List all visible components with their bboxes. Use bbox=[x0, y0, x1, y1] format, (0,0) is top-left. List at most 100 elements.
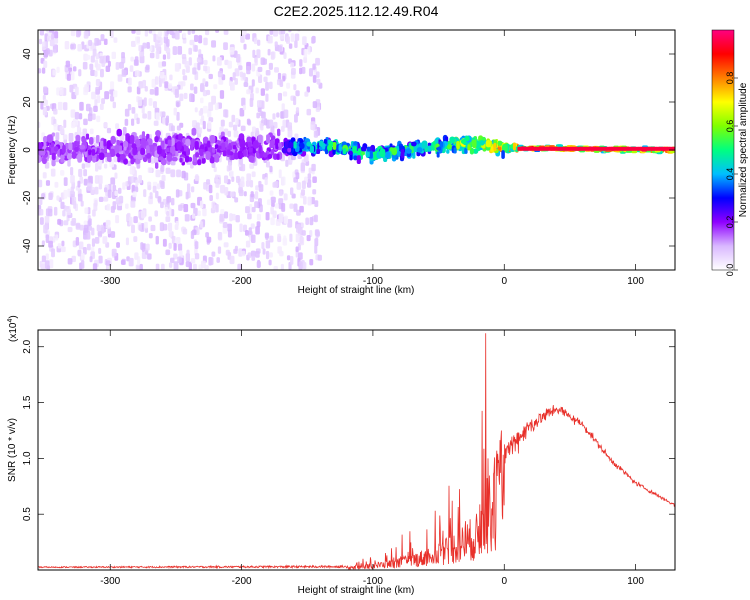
spectrogram-cell bbox=[416, 147, 423, 153]
spectrogram-cell bbox=[305, 217, 309, 225]
spectrogram-cell bbox=[212, 55, 216, 62]
spectrogram-cell bbox=[162, 116, 167, 125]
spectrogram-cell bbox=[70, 30, 76, 37]
spectrogram-cell bbox=[220, 209, 225, 215]
spectrogram-cell bbox=[73, 200, 77, 209]
spectrogram-cell bbox=[145, 64, 150, 71]
spectrogram-cell bbox=[165, 216, 171, 223]
spectrogram-cell bbox=[197, 62, 201, 71]
spectrogram-cell bbox=[92, 209, 96, 217]
spectrogram-cell bbox=[84, 84, 89, 93]
spectrogram-cell bbox=[247, 252, 252, 258]
spectrogram-cell bbox=[91, 238, 96, 247]
spectrogram-cell bbox=[227, 149, 231, 156]
spectrogram-cell bbox=[119, 135, 125, 141]
spectrogram-cell bbox=[307, 173, 312, 180]
spectrogram-cell bbox=[175, 149, 179, 157]
spectrogram-cell bbox=[223, 242, 229, 248]
spectrogram-cell bbox=[143, 189, 147, 198]
spectrogram-cell bbox=[154, 107, 160, 114]
spectrogram-cell bbox=[182, 32, 187, 39]
spectrogram-cell bbox=[101, 98, 105, 105]
spectrogram-cell bbox=[107, 189, 112, 198]
snr-x-tick-label: -100 bbox=[363, 576, 383, 587]
spectrogram-cell bbox=[103, 196, 109, 202]
spectrogram-cell bbox=[91, 113, 96, 120]
spectrogram-cell bbox=[257, 66, 263, 73]
spectrogram-cell bbox=[314, 238, 319, 247]
spectrogram-cell bbox=[238, 65, 243, 71]
spectrogram-cell bbox=[593, 146, 597, 151]
spectrogram-cell bbox=[272, 113, 276, 120]
spectrogram-cell bbox=[266, 134, 270, 144]
spectrogram-cell bbox=[147, 110, 152, 120]
spectrogram-cell bbox=[114, 190, 119, 197]
spectrogram-cell bbox=[192, 67, 197, 75]
spectrogram-cell bbox=[79, 101, 84, 111]
spectrogram-cell bbox=[199, 144, 205, 150]
spectrogram-cell bbox=[421, 140, 428, 149]
spectrogram-cell bbox=[39, 217, 44, 225]
spectrogram-cell bbox=[72, 66, 77, 72]
spectrogram-cell bbox=[38, 142, 43, 151]
spectrogram-cell bbox=[562, 146, 566, 151]
spectrogram-cell bbox=[254, 57, 258, 66]
spectrogram-cell bbox=[274, 181, 279, 188]
spectrogram-cell bbox=[247, 141, 251, 148]
spectrogram-cell bbox=[269, 119, 274, 128]
spectrogram-cell bbox=[290, 62, 295, 68]
colorbar-ticks: 0.0 0.2 0.4 0.6 0.8 bbox=[725, 72, 738, 276]
spectrogram-cell bbox=[270, 217, 275, 226]
spectrogram-cell bbox=[235, 215, 240, 223]
spectrogram-cell bbox=[76, 127, 82, 136]
spectrogram-cell bbox=[239, 223, 243, 233]
spectrogram-cell bbox=[170, 197, 175, 206]
spectrogram-cell bbox=[130, 56, 134, 62]
spectrogram-cell bbox=[211, 162, 216, 168]
spectrogram-cell bbox=[232, 72, 236, 81]
spectrogram-cell bbox=[365, 149, 371, 158]
spectrogram-cell bbox=[113, 156, 118, 163]
spectrogram-cell bbox=[144, 30, 149, 37]
figure-title: C2E2.2025.112.12.49.R04 bbox=[274, 3, 439, 19]
spectrogram-cell bbox=[200, 82, 205, 92]
spectrogram-cell bbox=[43, 224, 48, 234]
spectrogram-cell bbox=[89, 63, 94, 70]
spectrogram-cell bbox=[260, 57, 265, 65]
spectrogram-cell bbox=[223, 30, 229, 35]
spectrogram-cell bbox=[106, 203, 111, 211]
spectrogram-cell bbox=[103, 38, 108, 46]
spectrogram-cell bbox=[132, 147, 137, 156]
spectrogram-cell bbox=[190, 230, 195, 240]
spectrogram-cell bbox=[274, 67, 279, 73]
spectrogram-cell bbox=[68, 132, 74, 142]
spectrogram-cell bbox=[55, 234, 59, 241]
spectrogram-cell bbox=[142, 79, 147, 89]
spectrogram-cell bbox=[614, 146, 618, 151]
spectrogram-cell bbox=[135, 157, 141, 165]
spectrogram-cell bbox=[606, 146, 610, 151]
spectrogram-cell bbox=[45, 234, 50, 243]
spectrogram-cell bbox=[213, 166, 217, 173]
spectrogram-cell bbox=[604, 146, 608, 151]
spectrogram-cell bbox=[405, 148, 412, 154]
spectrogram-cell bbox=[83, 178, 88, 186]
spectrogram-cell bbox=[213, 84, 218, 90]
spectrogram-cell bbox=[309, 216, 314, 226]
spectrogram-cell bbox=[124, 118, 129, 126]
spectrogram-cell bbox=[89, 137, 94, 145]
spectrogram-cell bbox=[248, 155, 255, 163]
spectrogram-cell bbox=[185, 191, 189, 200]
spectrogram-cell bbox=[166, 52, 171, 60]
spectrogram-cell bbox=[197, 159, 202, 166]
spectrogram-cell bbox=[115, 197, 121, 205]
spectrogram-cell bbox=[156, 183, 161, 190]
snr-y-label: SNR (10 * v/v) bbox=[7, 418, 18, 482]
spectrogram-cell bbox=[214, 153, 220, 163]
spectrogram-x-label: Height of straight line (km) bbox=[298, 285, 415, 296]
spectrogram-cell bbox=[140, 147, 146, 156]
spectrogram-cell bbox=[60, 201, 65, 209]
spectrogram-cell bbox=[502, 143, 508, 153]
spectrogram-cell bbox=[601, 146, 605, 151]
spectrogram-cell bbox=[653, 146, 657, 151]
